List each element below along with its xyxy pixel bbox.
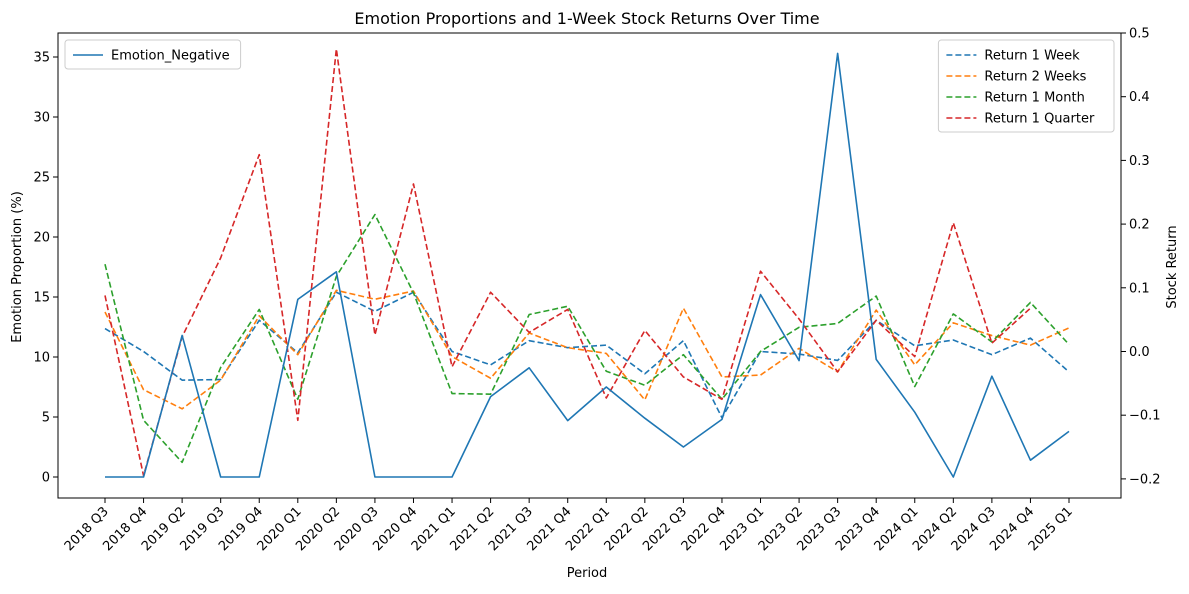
left-y-tick-label: 35 (33, 51, 50, 66)
right-y-tick-label: −0.1 (1129, 409, 1161, 424)
legend-label: Return 1 Week (984, 49, 1080, 64)
series-line (105, 52, 1070, 478)
legend-label: Return 1 Month (984, 91, 1084, 106)
left-y-tick-label: 20 (33, 231, 50, 246)
left-y-tick-label: 10 (33, 351, 50, 366)
left-y-tick-label: 5 (42, 411, 50, 426)
legend-left: Emotion_Negative (64, 39, 242, 70)
right-y-tick-label: 0.4 (1129, 90, 1150, 105)
left-y-tick-label: 0 (42, 471, 50, 486)
right-y-tick-label: 0.3 (1129, 154, 1150, 169)
left-y-tick-label: 30 (33, 111, 50, 126)
series-line (104, 289, 1070, 410)
legend-box (937, 39, 1115, 133)
plot-frame (57, 32, 1122, 499)
series-line (104, 48, 1031, 477)
right-y-tick-label: 0.1 (1129, 281, 1150, 296)
left-series-emotion-negative (105, 52, 1070, 478)
x-axis-title: Period (567, 566, 608, 581)
legend-box (64, 39, 242, 70)
left-y-axis-title: Emotion Proportion (%) (10, 191, 25, 343)
legend-right: Return 1 Week Return 2 Weeks Return 1 Mont… (937, 39, 1115, 133)
right-y-axis: −0.2 −0.1 0.0 0.1 0.2 0.3 0.4 0.5 (1121, 27, 1161, 487)
left-y-axis: 0 5 10 15 20 25 30 35 (33, 51, 58, 486)
chart-title: Emotion Proportions and 1-Week Stock Ret… (354, 9, 819, 28)
right-series-return-2-weeks (104, 289, 1070, 410)
right-y-tick-label: 0.0 (1129, 345, 1150, 360)
right-y-tick-label: 0.2 (1129, 218, 1150, 233)
right-y-tick-label: −0.2 (1129, 472, 1161, 487)
right-series-return-1-quarter (104, 48, 1031, 477)
plot-area (57, 32, 1122, 499)
right-series-return-1-month (104, 213, 1070, 464)
right-y-axis-title: Stock Return (1165, 225, 1180, 308)
legend-label: Return 1 Quarter (984, 112, 1095, 127)
left-y-tick-label: 15 (33, 291, 50, 306)
legend-label: Emotion_Negative (111, 49, 230, 64)
series-line (104, 213, 1070, 464)
right-y-tick-label: 0.5 (1129, 27, 1150, 42)
legend-label: Return 2 Weeks (984, 70, 1086, 85)
left-y-tick-label: 25 (33, 171, 50, 186)
